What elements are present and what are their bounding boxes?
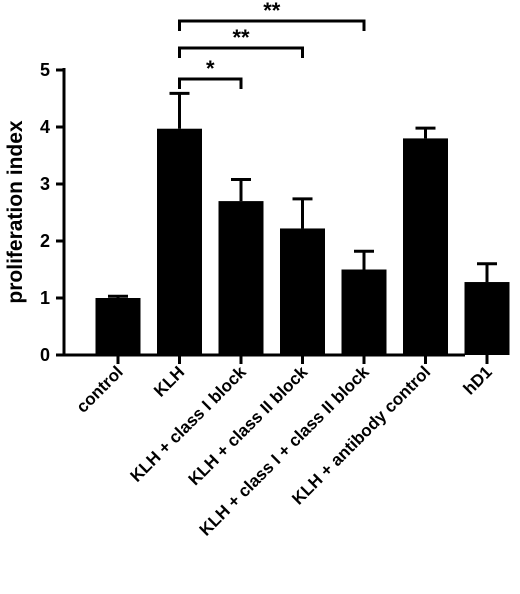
bar (95, 298, 141, 355)
y-tick-label: 4 (40, 117, 50, 137)
significance-bracket (178, 19, 366, 31)
significance-label: ** (232, 25, 250, 50)
bars (95, 128, 510, 355)
y-tick-label: 0 (40, 345, 50, 365)
category-label: KLH (150, 362, 188, 400)
significance-bracket (178, 77, 243, 89)
y-tick-label: 2 (40, 231, 50, 251)
error-bars (108, 91, 497, 298)
y-axis-label: proliferation index (4, 120, 27, 304)
x-ticks (116, 355, 489, 364)
significance-bracket (178, 46, 304, 58)
y-tick-label: 1 (40, 288, 50, 308)
bar (464, 282, 510, 355)
bar (157, 128, 202, 355)
significance-brackets: ***** (178, 0, 366, 89)
y-ticks: 0 1 2 3 4 5 (40, 60, 64, 365)
significance-label: ** (263, 0, 281, 23)
category-label: KLH + class I block (126, 362, 250, 486)
bar (403, 138, 448, 355)
y-tick-label: 3 (40, 174, 50, 194)
significance-label: * (206, 56, 215, 81)
y-tick-label: 5 (40, 60, 50, 80)
category-label: hD1 (460, 362, 496, 398)
bar (341, 269, 387, 355)
bar (218, 201, 264, 355)
category-label: KLH + class II block (185, 362, 312, 489)
category-label: control (73, 362, 127, 416)
bar (280, 228, 325, 355)
